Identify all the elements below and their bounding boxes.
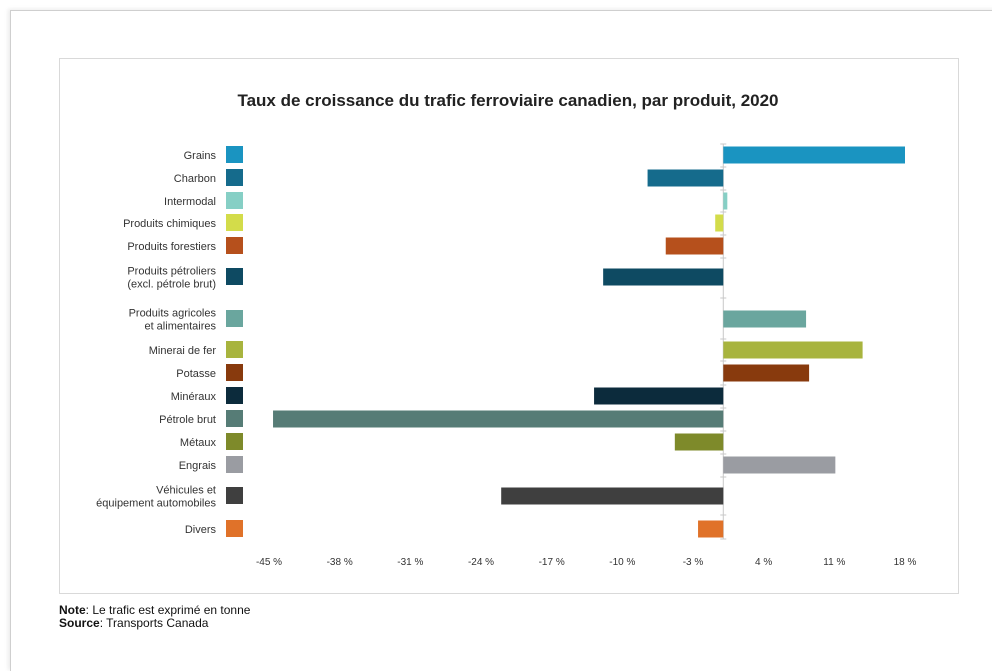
note-text: : Le trafic est exprimé en tonne <box>85 603 251 617</box>
legend-swatch <box>226 192 243 209</box>
category-label: Produits chimiques <box>123 218 216 230</box>
source-text: : Transports Canada <box>99 616 209 630</box>
category-label: Engrais <box>179 460 217 472</box>
x-tick-label: -10 % <box>609 557 635 568</box>
legend-swatch <box>226 169 243 186</box>
legend-swatch <box>226 487 243 504</box>
bar <box>723 456 836 474</box>
note-line: Note: Le trafic est exprimé en tonne <box>59 604 250 617</box>
category-label: Grains <box>184 150 217 162</box>
category-label: Véhicules et équipement automobiles <box>96 485 216 510</box>
x-tick-label: -45 % <box>256 557 282 568</box>
legend-swatch <box>226 410 243 427</box>
category-label: Produits pétroliers (excl. pétrole brut) <box>127 266 216 291</box>
legend-swatch <box>226 341 243 358</box>
legend-swatch <box>226 310 243 327</box>
bar <box>674 433 724 451</box>
category-label: Métaux <box>180 437 217 449</box>
bar <box>603 268 724 286</box>
category-label: Divers <box>185 524 217 536</box>
x-tick-label: -3 % <box>683 557 704 568</box>
x-tick-label: -17 % <box>539 557 565 568</box>
category-label: Potasse <box>176 368 216 380</box>
category-label: Produits agricoles et alimentaires <box>129 308 217 333</box>
bar <box>715 214 724 232</box>
legend-swatch <box>226 387 243 404</box>
bar <box>723 341 863 359</box>
legend-swatch <box>226 520 243 537</box>
legend-swatch <box>226 268 243 285</box>
bar <box>273 410 724 428</box>
bar <box>723 364 810 382</box>
legend-swatch <box>226 214 243 231</box>
x-tick-label: -31 % <box>397 557 423 568</box>
bar <box>723 192 728 210</box>
notes: Note: Le trafic est exprimé en tonne Sou… <box>59 604 250 630</box>
bar <box>647 169 724 187</box>
bar <box>501 487 724 505</box>
bar <box>723 310 807 328</box>
note-label: Note <box>59 603 86 617</box>
x-tick-label: -24 % <box>468 557 494 568</box>
legend-swatch <box>226 146 243 163</box>
chart: Taux de croissance du trafic ferroviaire… <box>96 91 917 568</box>
x-tick-label: 18 % <box>894 557 917 568</box>
legend-swatch <box>226 456 243 473</box>
x-tick-label: 11 % <box>823 557 845 568</box>
bar <box>698 520 724 538</box>
category-label: Produits forestiers <box>127 241 216 253</box>
category-label: Intermodal <box>164 196 216 208</box>
source-line: Source: Transports Canada <box>59 617 250 630</box>
bar <box>665 237 724 255</box>
category-label: Minéraux <box>171 391 217 403</box>
bar <box>594 387 724 405</box>
chart-title: Taux de croissance du trafic ferroviaire… <box>237 91 778 110</box>
plot-area: Grains Charbon Intermodal Produits chimique… <box>96 143 917 568</box>
x-tick-label: -38 % <box>327 557 353 568</box>
bar <box>723 146 905 164</box>
x-tick-label: 4 % <box>755 557 772 568</box>
category-label: Charbon <box>174 173 216 185</box>
category-label: Pétrole brut <box>159 414 216 426</box>
legend-swatch <box>226 364 243 381</box>
chart-frame: Taux de croissance du trafic ferroviaire… <box>59 58 959 594</box>
source-label: Source <box>59 616 100 630</box>
legend-swatch <box>226 433 243 450</box>
legend-swatch <box>226 237 243 254</box>
category-label: Minerai de fer <box>149 345 217 357</box>
